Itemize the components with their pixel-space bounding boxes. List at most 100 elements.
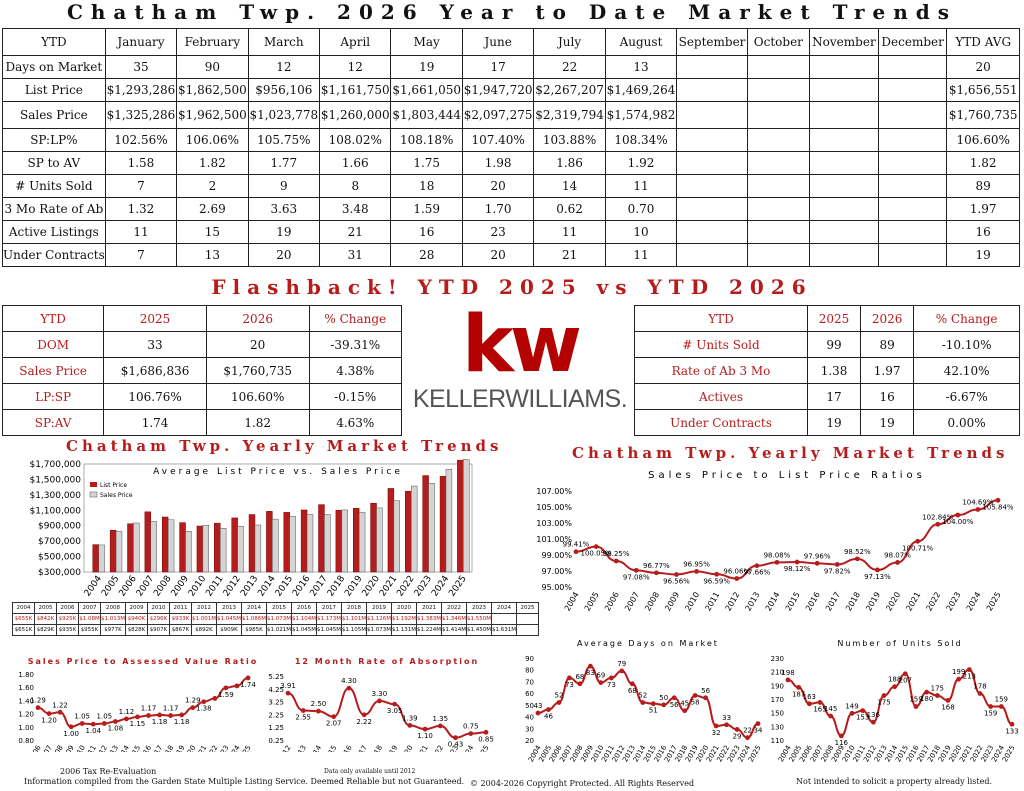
table-cell: 20 bbox=[946, 55, 1020, 79]
table-cell: 19 bbox=[946, 243, 1020, 267]
data-point bbox=[755, 721, 761, 726]
data-point bbox=[975, 507, 981, 512]
x-tick-label: 2016 bbox=[338, 744, 354, 752]
x-tick-label: 2020 bbox=[399, 744, 415, 752]
chart-title: Average Days on Market bbox=[577, 639, 719, 648]
table-cell: 1.66 bbox=[319, 151, 392, 175]
year-cell: 2008 bbox=[100, 602, 126, 614]
x-tick-label: 2025 bbox=[475, 744, 491, 752]
x-tick-label: 2019 bbox=[384, 744, 400, 752]
year-cell: 2014 bbox=[241, 602, 267, 614]
table-cell: 22 bbox=[533, 55, 606, 79]
data-point bbox=[988, 704, 994, 709]
data-label: 2.55 bbox=[295, 714, 311, 722]
table-cell: 16 bbox=[390, 220, 463, 244]
bar-list-price bbox=[214, 522, 221, 573]
data-point bbox=[1009, 721, 1015, 727]
table-cell bbox=[746, 243, 810, 267]
data-label: 1.12 bbox=[119, 708, 135, 716]
compare-cell: 19 bbox=[860, 409, 915, 436]
bar-list-price bbox=[352, 508, 360, 573]
x-tick-label: 2025 bbox=[237, 744, 253, 752]
compare-row: Sales Price $1,686,836 $1,760,735 4.38% bbox=[1, 357, 403, 384]
flashback-title: Flashback! YTD 2025 vs YTD 2026 bbox=[211, 275, 813, 299]
yearly-sales-row: $651K $829K $935K $955K $977K $828K $907K $867K… bbox=[12, 624, 539, 636]
chart-title: 12 Month Rate of Absorption bbox=[295, 657, 479, 666]
data-label: 1.20 bbox=[41, 717, 57, 725]
data-label: 51 bbox=[649, 707, 658, 715]
x-tick-label: 2020 bbox=[361, 574, 382, 599]
data-point bbox=[703, 695, 709, 701]
table-cell: 1.98 bbox=[461, 151, 535, 175]
y-tick-label: 1.25 bbox=[268, 724, 284, 732]
data-label: 180 bbox=[920, 695, 933, 703]
compare-cell: $1,760,735 bbox=[205, 357, 310, 384]
table-cell: $2,267,207 bbox=[533, 78, 606, 102]
y-tick-label: 40 bbox=[525, 714, 534, 722]
row-label: Active Listings bbox=[2, 220, 106, 244]
bar-list-price bbox=[422, 475, 429, 573]
x-tick-label: 2011 bbox=[82, 744, 98, 752]
x-tick-label: 2012 bbox=[724, 591, 742, 613]
compare-cell: 106.60% bbox=[205, 383, 310, 410]
data-point bbox=[619, 668, 625, 674]
data-point bbox=[593, 544, 599, 549]
sales-price-cell: $1.045M bbox=[291, 624, 317, 636]
sales-price-cell: $651K bbox=[12, 624, 35, 636]
column-header: May bbox=[390, 28, 463, 56]
data-label: 159 bbox=[909, 696, 922, 704]
data-point bbox=[300, 708, 306, 713]
data-point bbox=[956, 676, 962, 682]
data-label: 69 bbox=[596, 672, 605, 680]
table-row: Active Listings 11 15 19 21 16 23 11 10 16 bbox=[2, 220, 1020, 244]
x-tick-label: 2015 bbox=[126, 744, 142, 752]
year-cell: 2009 bbox=[125, 602, 148, 614]
table-header-row: YTD January February March April May June July A… bbox=[2, 28, 1020, 56]
table-cell bbox=[746, 174, 810, 198]
data-label: 52 bbox=[554, 692, 563, 700]
bar-sales-price bbox=[133, 522, 140, 573]
compare-row: DOM 33 20 -39.31% bbox=[1, 331, 403, 358]
data-label: 96.77% bbox=[643, 562, 670, 570]
data-point bbox=[754, 563, 760, 569]
table-cell: 10 bbox=[604, 220, 678, 244]
yearly-price-table: 2004 2005 2006 2007 2008 2009 2010 2011 2012 2013… bbox=[12, 602, 539, 636]
table-cell bbox=[877, 78, 948, 102]
bar-sales-price bbox=[219, 528, 227, 573]
compare-header-cell: 2026 bbox=[205, 305, 310, 332]
y-tick-label: 101.00% bbox=[536, 535, 572, 544]
list-price-cell: $1.001M bbox=[191, 613, 217, 625]
data-point bbox=[653, 570, 659, 576]
y-tick-label: $500,000 bbox=[38, 553, 81, 563]
data-label: 43 bbox=[534, 702, 543, 710]
x-tick-label: 2014 bbox=[764, 591, 782, 613]
year-cell: 2005 bbox=[34, 602, 57, 614]
column-header: August bbox=[604, 28, 678, 56]
data-label: 175 bbox=[877, 699, 890, 707]
bar-sales-price bbox=[324, 514, 331, 573]
sales-price-cell: $977K bbox=[100, 624, 126, 636]
data-point bbox=[46, 711, 52, 716]
table-cell: 0.70 bbox=[604, 197, 678, 221]
data-point bbox=[57, 709, 63, 715]
table-cell bbox=[746, 220, 810, 244]
data-label: 165 bbox=[813, 705, 826, 713]
x-tick-label: 2023 bbox=[215, 744, 231, 752]
compare-header-cell: 2025 bbox=[806, 305, 862, 332]
data-label: 104.69% bbox=[962, 498, 993, 506]
data-point bbox=[774, 559, 780, 565]
data-point bbox=[234, 683, 240, 689]
x-tick-label: 2018 bbox=[844, 591, 862, 613]
list-price-cell: $1.104M bbox=[291, 613, 317, 625]
data-point bbox=[870, 719, 876, 725]
list-price-cell: $1.126M bbox=[366, 613, 392, 625]
data-label: 46 bbox=[544, 713, 553, 721]
data-label: 98.08% bbox=[764, 551, 791, 559]
sales-price-cell: $955K bbox=[78, 624, 101, 636]
data-label: 1.22 bbox=[52, 701, 68, 709]
compare-table-right: YTD 2025 2026% Change # Units Sold 99 89 -10.1… bbox=[634, 305, 1020, 436]
data-label: 2.50 bbox=[311, 700, 327, 708]
y-tick-label: 50 bbox=[525, 702, 534, 710]
bar-sales-price bbox=[410, 485, 418, 573]
data-point bbox=[331, 714, 337, 720]
